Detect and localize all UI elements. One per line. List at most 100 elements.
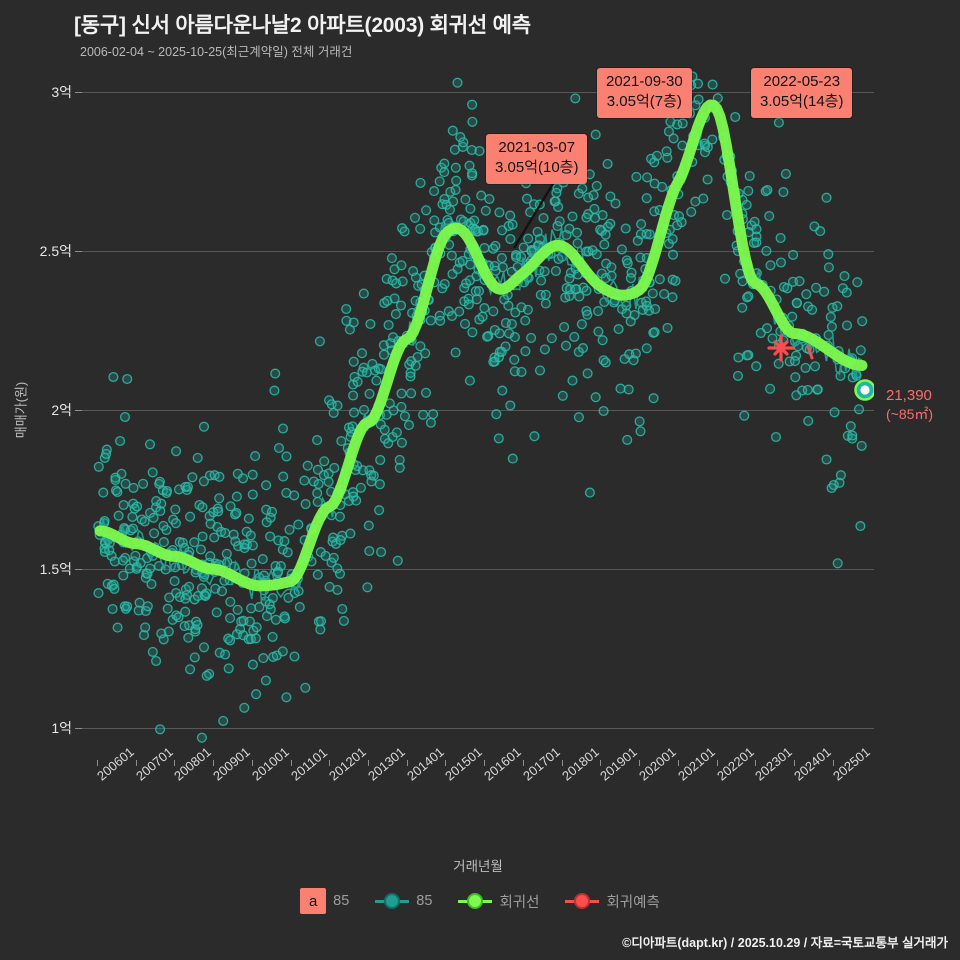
scatter-point [497, 385, 508, 396]
scatter-point [428, 409, 439, 420]
scatter-point [662, 322, 673, 333]
y-gridline [82, 410, 874, 411]
scatter-point [332, 584, 343, 595]
legend-item-3[interactable]: 회귀예측 [565, 891, 660, 912]
legend-item-1[interactable]: 85 [375, 893, 432, 909]
chart-legend[interactable]: a 85 85 회귀선 회귀예측 [0, 888, 960, 914]
scatter-point [379, 424, 390, 435]
scatter-point [106, 550, 117, 561]
scatter-point [803, 415, 814, 426]
x-tick-mark [406, 760, 408, 766]
scatter-point [265, 604, 276, 615]
scatter-point [576, 319, 587, 330]
scatter-point [358, 404, 370, 415]
x-tick-mark [329, 760, 331, 766]
scatter-point [319, 456, 330, 467]
scatter-point [460, 194, 471, 205]
scatter-point [465, 203, 476, 214]
scatter-point [112, 486, 123, 498]
scatter-point [365, 318, 376, 330]
legend-item-badge[interactable]: a 85 [300, 888, 349, 914]
scatter-point [707, 79, 718, 90]
scatter-point [197, 531, 208, 542]
scatter-point [335, 535, 346, 546]
scatter-point [651, 150, 663, 161]
scatter-point [120, 478, 131, 489]
scatter-point [368, 470, 379, 481]
scatter-point [507, 453, 518, 464]
scatter-point [201, 670, 212, 681]
scatter-point [751, 224, 762, 235]
scatter-point [466, 144, 477, 156]
scatter-point [139, 516, 150, 527]
scatter-point [629, 309, 640, 321]
scatter-point [782, 283, 793, 294]
legend-item-2[interactable]: 회귀선 [458, 891, 539, 912]
scatter-point [450, 162, 461, 173]
y-axis-title: 매매가(원) [13, 381, 29, 439]
scatter-point [582, 368, 593, 379]
scatter-point [198, 421, 210, 432]
scatter-point [446, 310, 458, 322]
scatter-point [107, 603, 118, 615]
scatter-point [279, 536, 290, 547]
scatter-point [591, 180, 602, 191]
annot-2022-05-23[interactable]: 2022-05-23 3.05억(14층) [751, 68, 853, 118]
legend-label: 회귀예측 [606, 894, 660, 911]
scatter-point [569, 331, 580, 342]
scatter-point [540, 298, 551, 309]
annot-2021-09-30[interactable]: 2021-09-30 3.05억(7층) [597, 68, 692, 118]
scatter-point [351, 495, 362, 506]
scatter-point [588, 190, 599, 201]
scatter-point [744, 170, 755, 182]
scatter-point [214, 493, 225, 504]
scatter-point [418, 409, 429, 420]
scatter-point [479, 242, 490, 254]
scatter-point [529, 431, 540, 442]
scatter-point [254, 602, 265, 613]
scatter-point [471, 294, 482, 305]
scatter-point [223, 663, 234, 674]
scatter-point [459, 318, 471, 329]
scatter-point [243, 513, 254, 524]
scatter-point [765, 260, 776, 271]
scatter-point [113, 510, 124, 521]
scatter-point [634, 416, 645, 427]
scatter-point [761, 323, 773, 334]
annot-2021-03-07[interactable]: 2021-03-07 3.05억(10층) [486, 134, 588, 184]
scatter-point [516, 366, 527, 377]
annotation-date: 2022-05-23 [763, 73, 841, 90]
scatter-point [149, 528, 160, 539]
scatter-point [590, 129, 601, 140]
scatter-point [509, 354, 520, 365]
scatter-point [376, 546, 387, 558]
scatter-point [641, 343, 652, 354]
y-tick-mark [75, 410, 82, 411]
scatter-point [474, 145, 485, 157]
scatter-point [737, 302, 748, 313]
scatter-point [405, 371, 416, 382]
scatter-point [258, 653, 269, 664]
scatter-point [180, 606, 191, 617]
scatter-point [312, 569, 323, 580]
scatter-point [396, 260, 407, 271]
scatter-point [183, 632, 194, 643]
scatter-point [577, 183, 588, 194]
scatter-point [668, 133, 679, 144]
scatter-point [246, 558, 257, 569]
scatter-point [560, 340, 572, 351]
scatter-point [312, 488, 323, 499]
scatter-point [198, 642, 210, 653]
scatter-point [482, 331, 493, 342]
scatter-point [270, 614, 281, 625]
scatter-point [348, 356, 359, 367]
scatter-point [702, 142, 713, 153]
chart-plot-area[interactable]: 매매가(원) 1억 1.5억 2억 2.5억 3억 200601 200701 200801… [14, 60, 933, 874]
scatter-point [707, 134, 718, 145]
scatter-point [341, 303, 352, 315]
x-tick-mark [755, 760, 757, 766]
scatter-point [616, 244, 627, 255]
scatter-point [189, 652, 200, 663]
scatter-point [185, 511, 196, 522]
scatter-point [391, 427, 402, 438]
